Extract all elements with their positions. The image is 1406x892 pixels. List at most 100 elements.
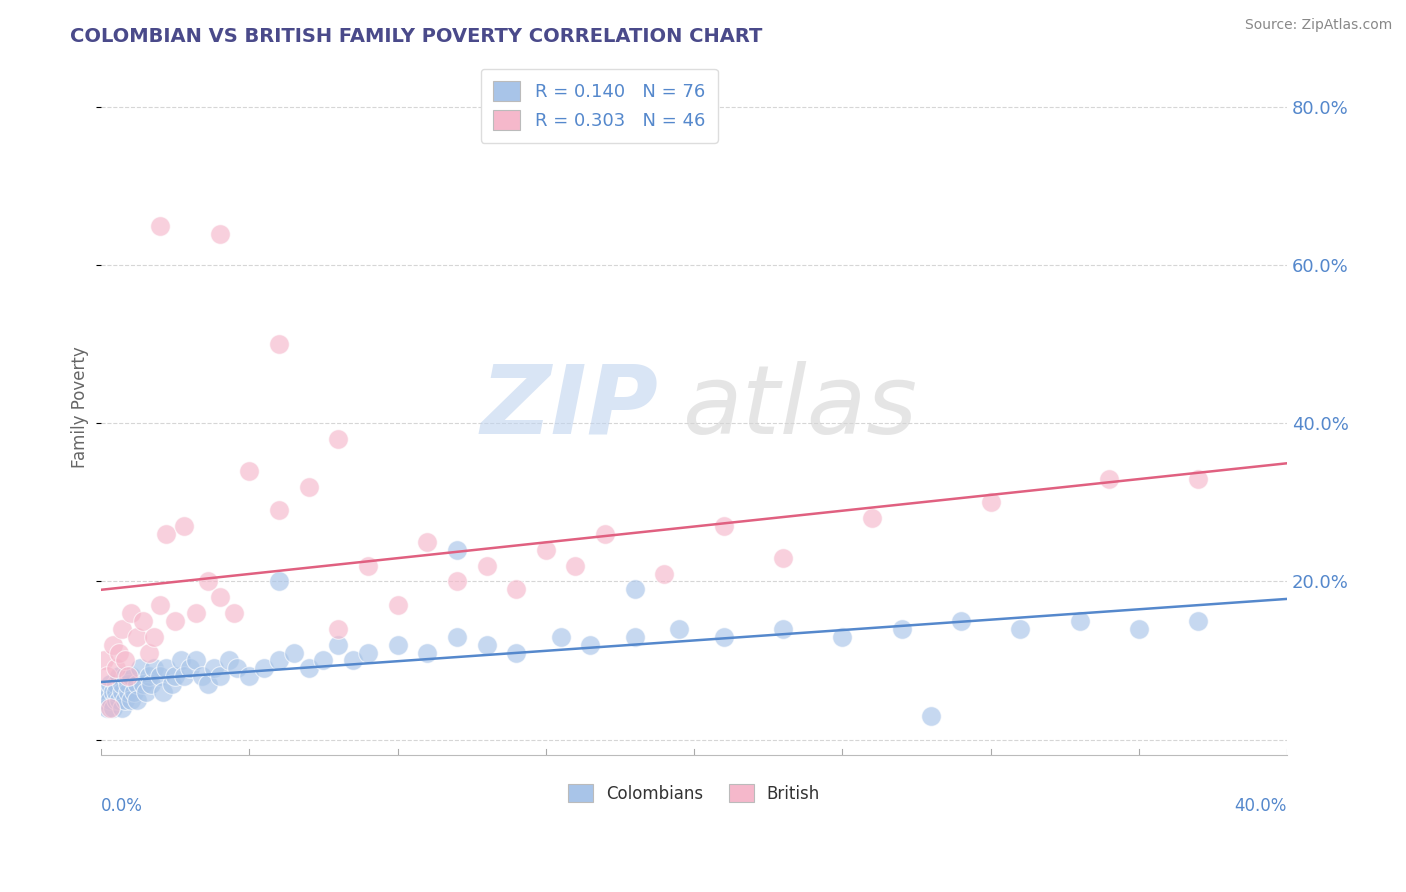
Point (357, 646, 380, 660)
Point (138, 669, 160, 683)
Point (387, 598, 409, 612)
Point (131, 677, 153, 691)
Point (143, 630, 166, 644)
Text: COLOMBIAN VS BRITISH FAMILY POVERTY CORRELATION CHART: COLOMBIAN VS BRITISH FAMILY POVERTY CORR… (70, 27, 762, 45)
Point (111, 622, 134, 636)
Point (1187, 472, 1209, 486)
Point (298, 479, 321, 493)
Point (593, 527, 616, 541)
Text: ZIP: ZIP (481, 361, 658, 454)
Point (238, 669, 260, 683)
Point (114, 669, 136, 683)
Point (143, 661, 166, 675)
Point (328, 622, 350, 636)
Point (980, 495, 1002, 509)
Point (108, 669, 131, 683)
Point (125, 677, 148, 691)
Point (93, 693, 115, 707)
Point (117, 685, 139, 699)
Point (98, 693, 121, 707)
Point (949, 614, 972, 628)
Point (446, 574, 468, 589)
Point (165, 669, 187, 683)
Point (1187, 614, 1209, 628)
Point (1098, 472, 1121, 486)
Point (155, 661, 177, 675)
Point (138, 646, 160, 660)
Point (149, 219, 172, 233)
Point (120, 693, 142, 707)
Point (114, 653, 136, 667)
Point (328, 638, 350, 652)
Point (416, 534, 439, 549)
Point (550, 630, 572, 644)
Point (108, 646, 131, 660)
Point (668, 622, 690, 636)
Point (860, 511, 883, 525)
Point (564, 558, 586, 573)
Point (224, 606, 246, 620)
Point (98, 701, 121, 715)
Point (579, 638, 602, 652)
Legend: Colombians, British: Colombians, British (561, 778, 827, 810)
Point (623, 630, 645, 644)
Point (416, 646, 439, 660)
Point (208, 227, 231, 241)
Point (122, 685, 145, 699)
Point (831, 630, 853, 644)
Point (155, 527, 177, 541)
Point (152, 685, 174, 699)
Text: atlas: atlas (682, 361, 917, 454)
Point (111, 677, 134, 691)
Point (160, 677, 183, 691)
Point (202, 661, 225, 675)
Point (131, 614, 153, 628)
Point (170, 653, 193, 667)
Point (713, 519, 735, 533)
Point (328, 432, 350, 446)
Point (101, 685, 124, 699)
Point (184, 653, 207, 667)
Point (111, 685, 134, 699)
Point (111, 701, 134, 715)
Point (267, 574, 290, 589)
Point (93, 653, 115, 667)
Point (125, 693, 148, 707)
Point (387, 638, 409, 652)
Point (505, 646, 527, 660)
Point (267, 653, 290, 667)
Point (342, 653, 364, 667)
Point (920, 708, 942, 723)
Point (104, 693, 127, 707)
Point (96, 669, 118, 683)
Point (772, 550, 794, 565)
Point (149, 598, 172, 612)
Point (104, 677, 127, 691)
Point (226, 661, 249, 675)
Point (267, 503, 290, 517)
Point (312, 653, 335, 667)
Point (120, 669, 142, 683)
Text: 0.0%: 0.0% (101, 797, 143, 815)
Point (179, 661, 201, 675)
Point (101, 638, 124, 652)
Point (149, 669, 172, 683)
Point (208, 669, 231, 683)
Point (117, 669, 139, 683)
Point (165, 614, 187, 628)
Y-axis label: Family Poverty: Family Poverty (72, 347, 89, 468)
Point (141, 677, 163, 691)
Point (890, 622, 912, 636)
Point (96, 701, 118, 715)
Point (253, 661, 276, 675)
Point (114, 693, 136, 707)
Point (238, 464, 260, 478)
Point (713, 630, 735, 644)
Point (104, 685, 127, 699)
Point (267, 337, 290, 351)
Point (475, 558, 498, 573)
Point (1128, 622, 1150, 636)
Text: Source: ZipAtlas.com: Source: ZipAtlas.com (1244, 18, 1392, 32)
Point (96, 685, 118, 699)
Point (475, 638, 498, 652)
